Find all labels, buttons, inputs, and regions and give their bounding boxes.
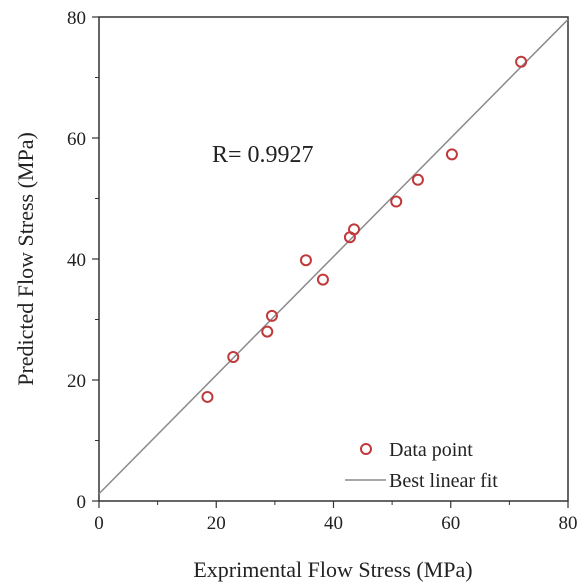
data-point bbox=[299, 254, 312, 267]
legend-label-best-fit: Best linear fit bbox=[389, 470, 498, 492]
data-point bbox=[227, 351, 240, 364]
data-point bbox=[445, 148, 458, 161]
x-tick-label: 20 bbox=[207, 513, 226, 534]
y-axis-title: Predicted Flow Stress (MPa) bbox=[13, 132, 38, 386]
y-tick-label: 20 bbox=[67, 371, 86, 392]
legend-label-data-point: Data point bbox=[389, 439, 473, 461]
x-tick-label: 80 bbox=[559, 513, 578, 534]
fit-line-layer bbox=[98, 18, 569, 495]
data-point bbox=[348, 223, 361, 236]
tick-labels: 0 20 40 60 80 0 20 40 60 80 bbox=[67, 8, 578, 534]
data-point bbox=[390, 195, 403, 208]
x-axis-title: Exprimental Flow Stress (MPa) bbox=[193, 557, 472, 582]
y-tick-label: 80 bbox=[67, 8, 86, 29]
y-tick-label: 40 bbox=[67, 250, 86, 271]
data-point bbox=[201, 390, 214, 403]
x-tick-label: 40 bbox=[324, 513, 343, 534]
legend: Data point Best linear fit bbox=[345, 439, 498, 492]
best-linear-fit-line bbox=[98, 18, 569, 495]
x-tick-label: 60 bbox=[441, 513, 460, 534]
data-point bbox=[515, 55, 528, 68]
x-tick-label: 0 bbox=[94, 513, 104, 534]
data-point bbox=[316, 273, 329, 286]
data-point bbox=[261, 325, 274, 338]
legend-marker-data-point bbox=[360, 443, 372, 455]
data-point bbox=[265, 309, 278, 322]
data-points-layer bbox=[201, 55, 528, 403]
data-point bbox=[411, 173, 424, 186]
axis-ticks bbox=[92, 16, 569, 508]
y-tick-label: 0 bbox=[77, 492, 87, 513]
y-tick-label: 60 bbox=[67, 129, 86, 150]
annotation-r-value: R= 0.9927 bbox=[212, 142, 314, 168]
